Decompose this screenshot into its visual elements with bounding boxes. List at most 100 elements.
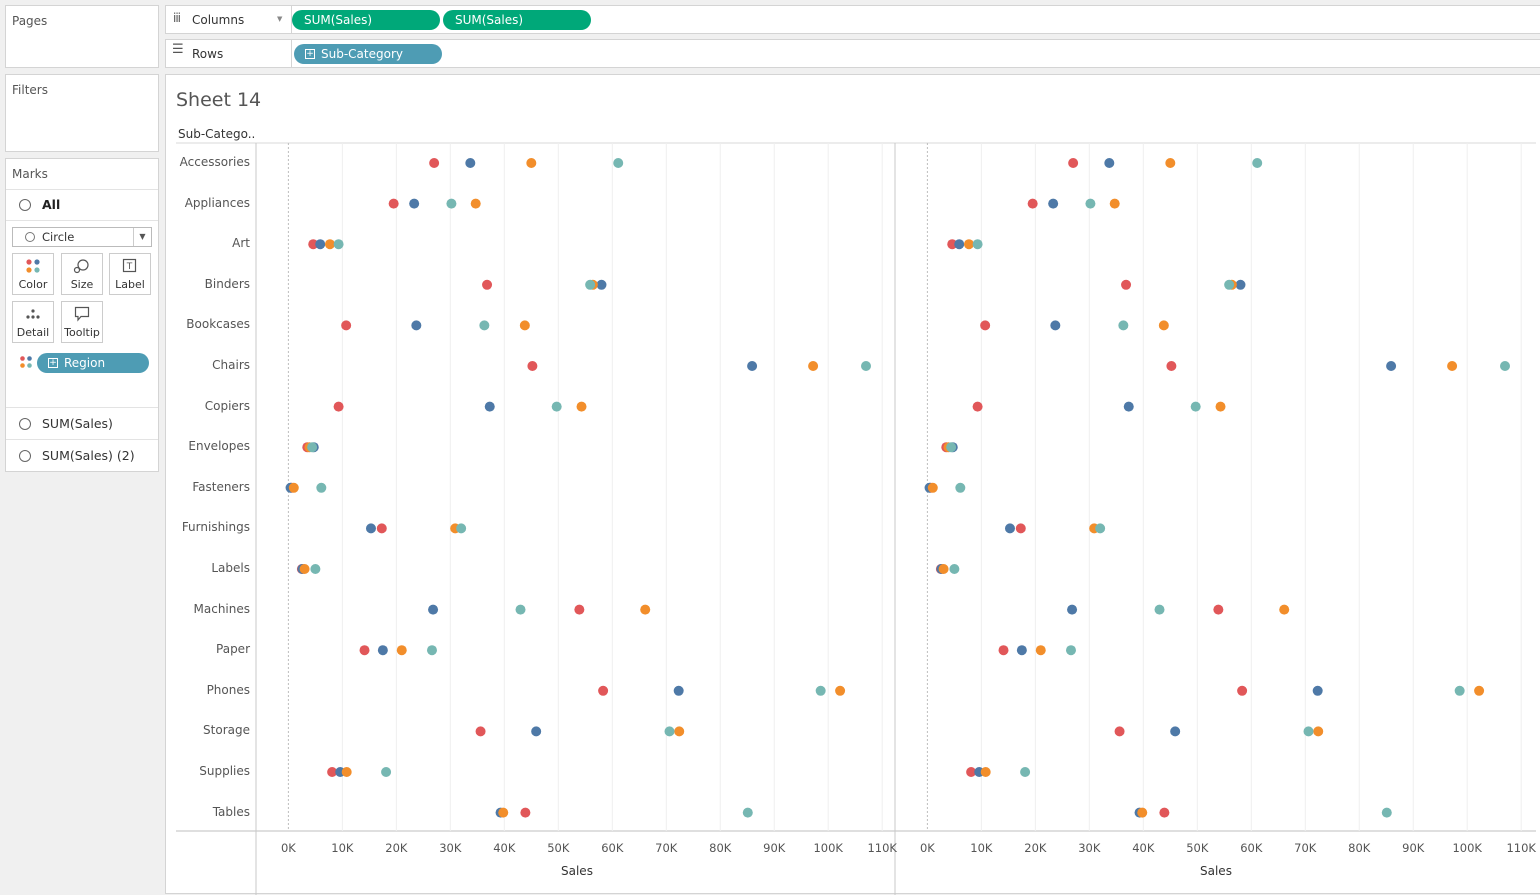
- data-point[interactable]: [551, 401, 562, 412]
- data-point[interactable]: [515, 604, 526, 615]
- data-point[interactable]: [613, 158, 624, 168]
- row-label[interactable]: Labels: [211, 561, 250, 575]
- columns-shelf[interactable]: iii Columns ▼ SUM(Sales) SUM(Sales): [165, 5, 1540, 34]
- data-point[interactable]: [673, 685, 684, 696]
- data-point[interactable]: [1104, 158, 1115, 168]
- data-point[interactable]: [1121, 279, 1132, 290]
- data-point[interactable]: [946, 442, 957, 453]
- data-point[interactable]: [388, 198, 399, 209]
- data-point[interactable]: [1313, 726, 1324, 737]
- data-point[interactable]: [674, 726, 685, 737]
- data-point[interactable]: [376, 523, 387, 534]
- data-point[interactable]: [396, 645, 407, 656]
- data-point[interactable]: [927, 482, 938, 493]
- data-point[interactable]: [1170, 726, 1181, 737]
- marks-sum-sales-radio[interactable]: [19, 418, 31, 430]
- data-point[interactable]: [520, 807, 531, 818]
- data-point[interactable]: [470, 198, 481, 209]
- data-point[interactable]: [664, 726, 675, 737]
- data-point[interactable]: [1095, 523, 1106, 534]
- rows-shelf[interactable]: ☰ Rows + Sub-Category: [165, 39, 1540, 68]
- data-point[interactable]: [980, 320, 991, 331]
- data-point[interactable]: [1190, 401, 1201, 412]
- data-point[interactable]: [359, 645, 370, 656]
- chevron-down-icon[interactable]: ▼: [277, 15, 283, 23]
- data-point[interactable]: [526, 158, 537, 168]
- data-point[interactable]: [482, 279, 493, 290]
- data-point[interactable]: [456, 523, 467, 534]
- data-point[interactable]: [1237, 685, 1248, 696]
- data-point[interactable]: [531, 726, 542, 737]
- data-point[interactable]: [966, 767, 977, 777]
- data-point[interactable]: [963, 239, 974, 250]
- row-label[interactable]: Copiers: [204, 398, 250, 413]
- detail-card-button[interactable]: Detail: [12, 301, 54, 343]
- data-point[interactable]: [742, 807, 753, 818]
- data-point[interactable]: [1158, 320, 1169, 331]
- data-point[interactable]: [475, 726, 486, 737]
- filters-card[interactable]: Filters: [5, 74, 159, 152]
- data-point[interactable]: [1500, 361, 1511, 371]
- region-pill[interactable]: + Region: [37, 353, 149, 373]
- row-label[interactable]: Storage: [203, 723, 250, 738]
- data-point[interactable]: [527, 361, 538, 371]
- data-point[interactable]: [954, 239, 965, 250]
- data-point[interactable]: [1312, 685, 1323, 696]
- data-point[interactable]: [310, 564, 321, 574]
- data-point[interactable]: [479, 320, 490, 331]
- columns-pill-sum-sales-2[interactable]: SUM(Sales): [443, 10, 591, 30]
- data-point[interactable]: [596, 279, 607, 290]
- label-card-button[interactable]: T Label: [109, 253, 151, 295]
- data-point[interactable]: [574, 604, 585, 615]
- data-point[interactable]: [640, 604, 651, 615]
- data-point[interactable]: [307, 442, 318, 453]
- row-label[interactable]: Phones: [206, 682, 250, 697]
- data-point[interactable]: [1016, 645, 1027, 656]
- tooltip-card-button[interactable]: Tooltip: [61, 301, 103, 343]
- data-point[interactable]: [316, 482, 327, 493]
- data-point[interactable]: [411, 320, 422, 331]
- data-point[interactable]: [972, 401, 983, 412]
- data-point[interactable]: [288, 482, 299, 493]
- data-point[interactable]: [1159, 807, 1170, 818]
- data-point[interactable]: [1454, 685, 1465, 696]
- data-point[interactable]: [1165, 158, 1176, 168]
- data-point[interactable]: [1123, 401, 1134, 412]
- row-label[interactable]: Chairs: [212, 358, 250, 372]
- data-point[interactable]: [1015, 523, 1026, 534]
- color-card-button[interactable]: Color: [12, 253, 54, 295]
- row-label[interactable]: Bookcases: [186, 317, 250, 332]
- data-point[interactable]: [949, 564, 960, 574]
- marks-sum-sales-2-row[interactable]: SUM(Sales) (2): [6, 439, 158, 471]
- data-point[interactable]: [1154, 604, 1165, 615]
- data-point[interactable]: [365, 523, 376, 534]
- data-point[interactable]: [955, 482, 966, 493]
- data-point[interactable]: [333, 401, 344, 412]
- data-point[interactable]: [341, 320, 352, 331]
- data-point[interactable]: [1474, 685, 1485, 696]
- data-point[interactable]: [1050, 320, 1061, 331]
- data-point[interactable]: [1224, 279, 1235, 290]
- marks-sum-sales-row[interactable]: SUM(Sales): [6, 407, 158, 439]
- row-label[interactable]: Furnishings: [181, 520, 250, 535]
- data-point[interactable]: [409, 198, 420, 209]
- mark-type-dropdown[interactable]: Circle ▼: [12, 227, 152, 247]
- data-point[interactable]: [1279, 604, 1290, 615]
- data-point[interactable]: [972, 239, 983, 250]
- data-point[interactable]: [1118, 320, 1129, 331]
- data-point[interactable]: [1235, 279, 1246, 290]
- data-point[interactable]: [1381, 807, 1392, 818]
- data-point[interactable]: [341, 767, 352, 777]
- marks-sum-sales-2-radio[interactable]: [19, 450, 31, 462]
- data-point[interactable]: [519, 320, 530, 331]
- row-label[interactable]: Fasteners: [192, 479, 250, 494]
- data-point[interactable]: [381, 767, 392, 777]
- row-label[interactable]: Art: [232, 236, 250, 251]
- data-point[interactable]: [980, 767, 991, 777]
- data-point[interactable]: [1004, 523, 1015, 534]
- data-point[interactable]: [465, 158, 476, 168]
- row-label[interactable]: Envelopes: [188, 439, 250, 454]
- data-point[interactable]: [1020, 767, 1031, 777]
- data-point[interactable]: [1213, 604, 1224, 615]
- data-point[interactable]: [1252, 158, 1263, 168]
